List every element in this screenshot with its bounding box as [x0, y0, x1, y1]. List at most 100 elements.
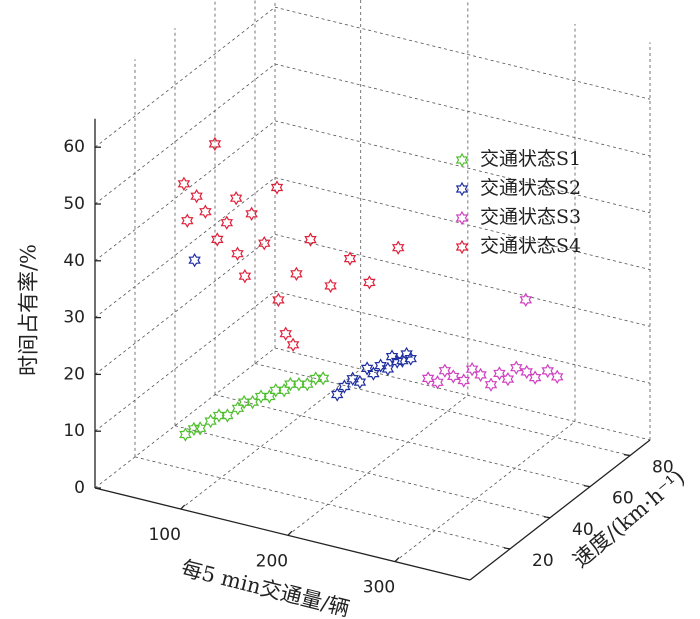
grid-line — [94, 177, 276, 318]
point — [270, 180, 284, 195]
point — [263, 389, 276, 404]
point — [292, 377, 306, 392]
legend-label: 交通状态S3 — [480, 206, 581, 228]
point — [421, 371, 435, 386]
point — [181, 213, 194, 228]
point — [229, 191, 243, 206]
point — [330, 387, 344, 402]
legend-label: 交通状态S4 — [480, 235, 581, 257]
y-tick-label: 20 — [532, 551, 554, 571]
point — [290, 266, 303, 281]
grid-line — [287, 394, 469, 536]
point — [177, 176, 191, 191]
point — [510, 360, 523, 375]
point — [338, 379, 351, 394]
grid-line — [174, 425, 551, 519]
point — [353, 374, 367, 390]
point — [447, 369, 460, 384]
legend-marker — [455, 210, 469, 226]
legend-marker — [455, 181, 469, 197]
tick-mark — [394, 557, 400, 563]
point — [284, 376, 297, 392]
point — [474, 367, 487, 383]
y-tick-label: 60 — [612, 489, 634, 509]
point — [208, 136, 222, 152]
tick-mark — [503, 547, 511, 550]
legend-label: 交通状态S1 — [480, 148, 581, 170]
axis-line — [94, 487, 471, 581]
z-tick-label: 10 — [63, 421, 85, 441]
point — [316, 371, 330, 386]
grid-line — [134, 456, 511, 550]
point — [367, 366, 380, 381]
point — [279, 326, 292, 341]
point — [520, 364, 533, 380]
point — [346, 371, 359, 386]
z-tick-label: 50 — [63, 194, 85, 214]
point — [541, 363, 554, 379]
point — [438, 363, 452, 378]
point — [343, 251, 357, 266]
z-tick-label: 60 — [63, 137, 85, 157]
y-tick-label: 80 — [652, 458, 674, 478]
point — [484, 377, 498, 392]
z-axis-label: 时间占有率/% — [17, 244, 41, 376]
z-tick-label: 20 — [63, 364, 85, 384]
point — [385, 349, 399, 364]
grid-line — [94, 234, 276, 375]
point — [528, 370, 542, 385]
point — [199, 204, 212, 219]
point — [360, 361, 374, 376]
tick-mark — [543, 516, 551, 519]
point — [187, 421, 201, 437]
point — [221, 408, 234, 423]
point — [286, 337, 300, 352]
point — [404, 351, 417, 366]
point — [381, 361, 395, 377]
z-tick-label: 40 — [63, 251, 85, 271]
point — [391, 240, 405, 255]
point — [374, 358, 387, 373]
x-tick-label: 100 — [148, 525, 180, 545]
grid-line — [274, 6, 651, 100]
point — [363, 275, 376, 290]
grid-line — [274, 120, 651, 214]
grid-line — [94, 63, 276, 205]
grid-line — [94, 6, 276, 148]
grid-line — [254, 363, 631, 456]
point — [245, 206, 258, 221]
grid-line — [94, 290, 276, 432]
point — [220, 215, 234, 230]
legend-marker — [455, 239, 469, 255]
grid-line — [274, 290, 651, 384]
point — [457, 373, 470, 388]
grid-line — [274, 347, 651, 441]
point — [211, 232, 224, 247]
grid-line — [274, 63, 651, 157]
point — [277, 383, 291, 398]
point — [231, 401, 245, 416]
point — [304, 232, 317, 247]
point — [501, 371, 515, 387]
y-tick-label: 40 — [572, 520, 594, 540]
point — [190, 189, 203, 204]
grid-line — [180, 368, 361, 510]
x-tick-label: 300 — [363, 578, 395, 598]
tick-mark — [623, 453, 631, 457]
point — [493, 366, 506, 381]
tick-mark — [180, 504, 186, 510]
point — [390, 354, 404, 369]
grid-line — [274, 234, 651, 327]
x-tick-label: 200 — [256, 551, 288, 571]
z-tick-label: 30 — [63, 308, 85, 328]
point — [272, 292, 285, 308]
legend-label: 交通状态S2 — [480, 177, 581, 199]
legend-marker — [455, 152, 469, 168]
point — [188, 253, 201, 268]
point — [231, 246, 244, 261]
tick-mark — [583, 485, 591, 488]
point — [550, 369, 564, 384]
point — [324, 278, 337, 294]
z-tick-label: 0 — [74, 478, 85, 498]
